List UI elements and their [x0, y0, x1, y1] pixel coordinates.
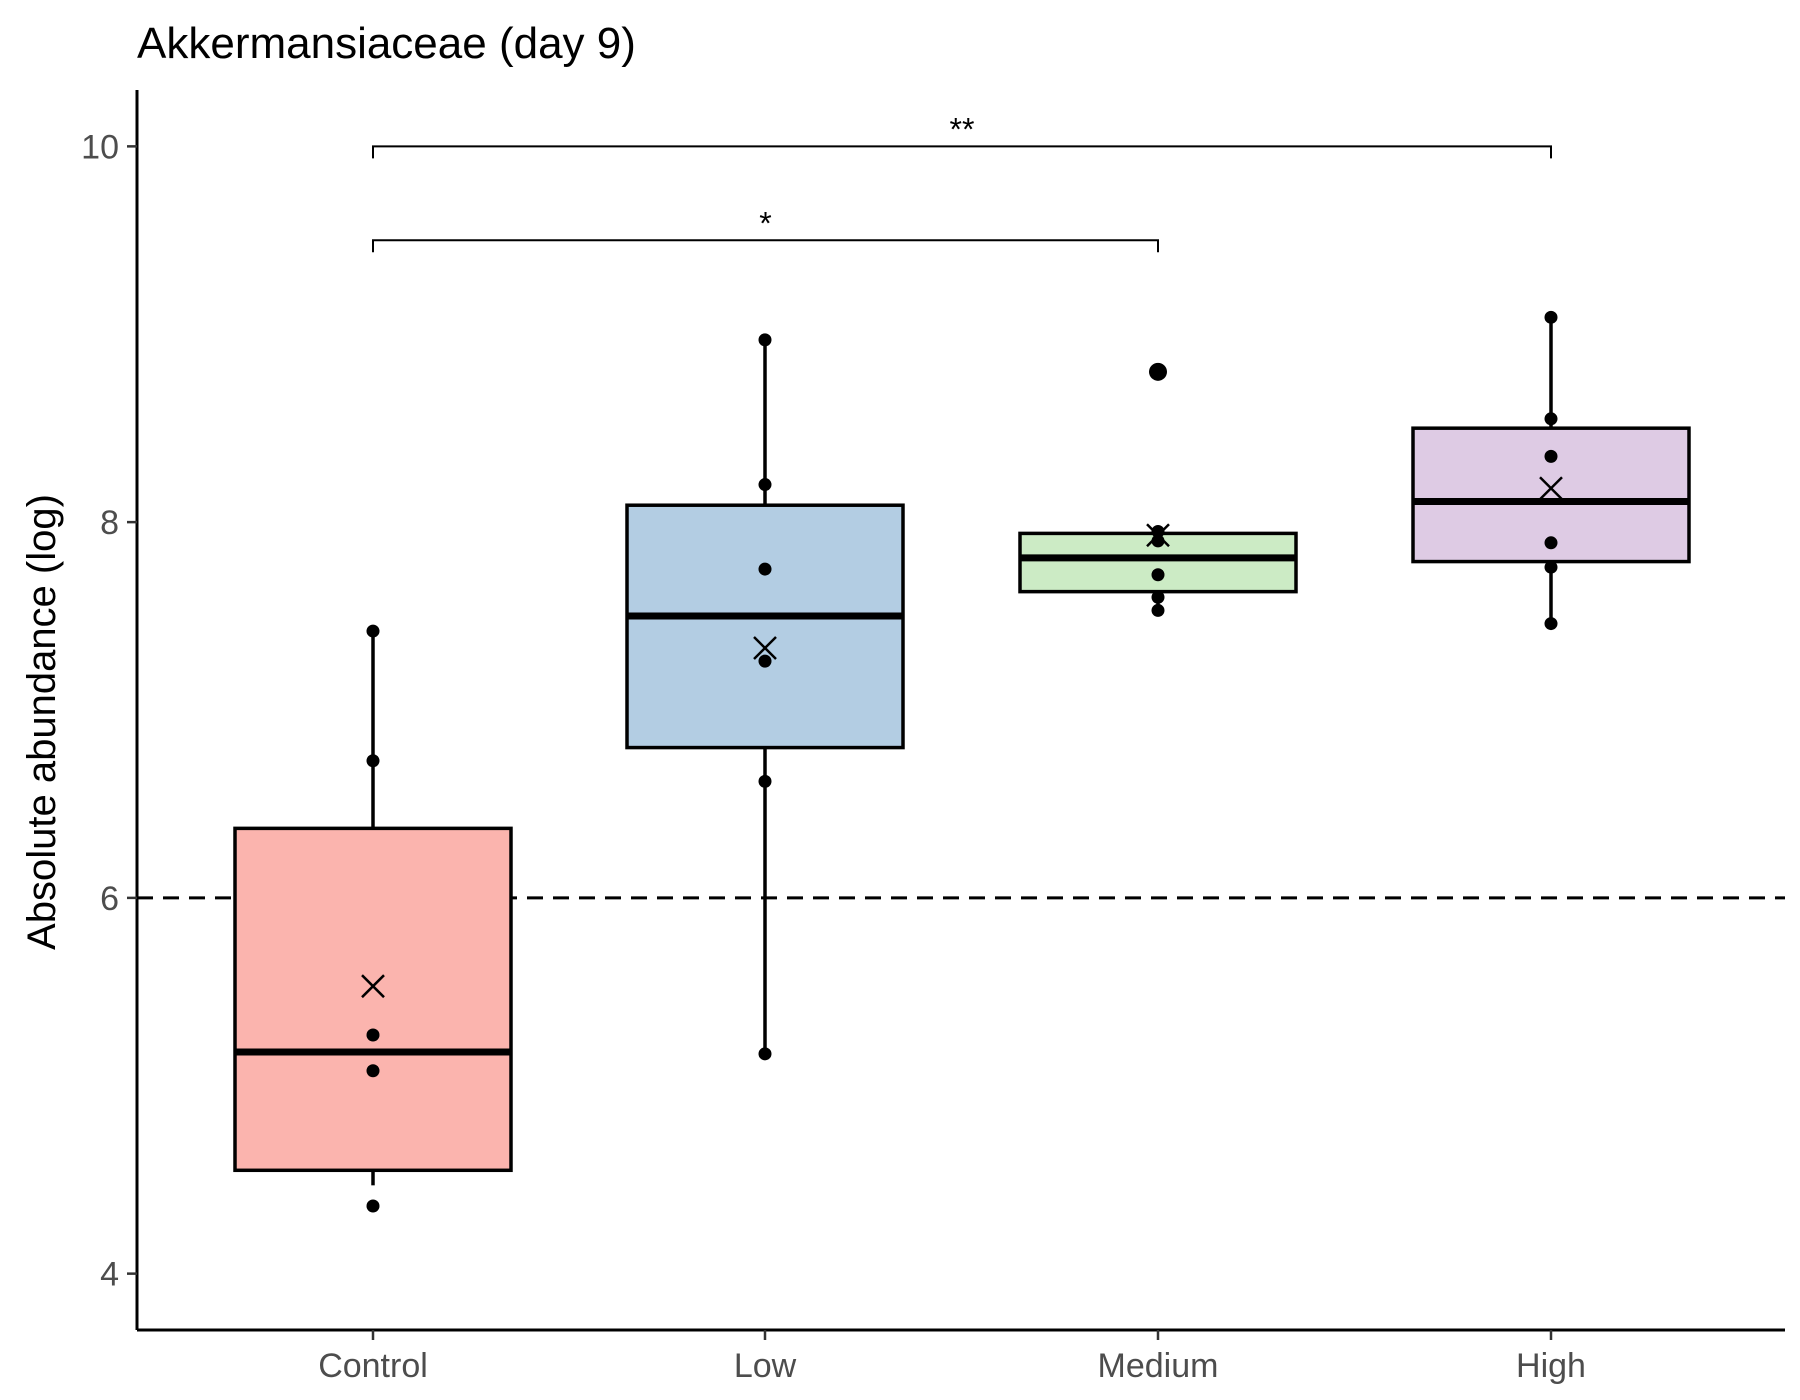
- significance-label: *: [759, 205, 771, 241]
- y-tick-label: 8: [100, 504, 119, 542]
- data-point: [366, 1064, 380, 1078]
- data-point: [1151, 590, 1165, 604]
- mean-marker: [361, 974, 385, 999]
- data-point: [1544, 560, 1558, 574]
- data-point: [1544, 449, 1558, 463]
- x-tick-label: Low: [734, 1347, 797, 1385]
- significance-label: **: [950, 111, 975, 147]
- mean-marker: [1539, 476, 1563, 501]
- outlier-point: [1149, 362, 1167, 381]
- mean-marker: [753, 636, 777, 660]
- mean-marker: [1146, 523, 1170, 548]
- data-point: [366, 624, 380, 638]
- data-point: [1544, 412, 1558, 426]
- data-point: [366, 1028, 380, 1042]
- y-tick-label: 10: [81, 128, 119, 166]
- chart-title: Akkermansiaceae (day 9): [137, 19, 636, 68]
- x-tick-label: High: [1516, 1347, 1586, 1385]
- x-tick-label: Control: [318, 1347, 428, 1385]
- data-point: [1544, 310, 1558, 324]
- data-point: [758, 1047, 772, 1061]
- y-tick-label: 4: [100, 1256, 119, 1294]
- data-point: [366, 1199, 380, 1213]
- y-axis-label: Absolute abundance (log): [20, 494, 64, 950]
- data-point: [758, 774, 772, 788]
- significance-bracket: [372, 239, 1159, 253]
- box-medium: [1018, 531, 1298, 594]
- y-tick-label: 6: [100, 880, 119, 918]
- data-point: [758, 478, 772, 492]
- x-tick-label: Medium: [1098, 1347, 1219, 1385]
- data-point: [1151, 568, 1165, 582]
- data-point: [1151, 603, 1165, 617]
- box-low: [625, 503, 905, 750]
- box-control: [233, 826, 513, 1173]
- data-point: [1544, 617, 1558, 631]
- data-point: [758, 654, 772, 668]
- data-point: [1544, 536, 1558, 550]
- data-point: [758, 333, 772, 347]
- data-point: [1151, 525, 1165, 539]
- data-point: [366, 754, 380, 768]
- data-point: [758, 562, 772, 576]
- significance-bracket: [372, 145, 1552, 159]
